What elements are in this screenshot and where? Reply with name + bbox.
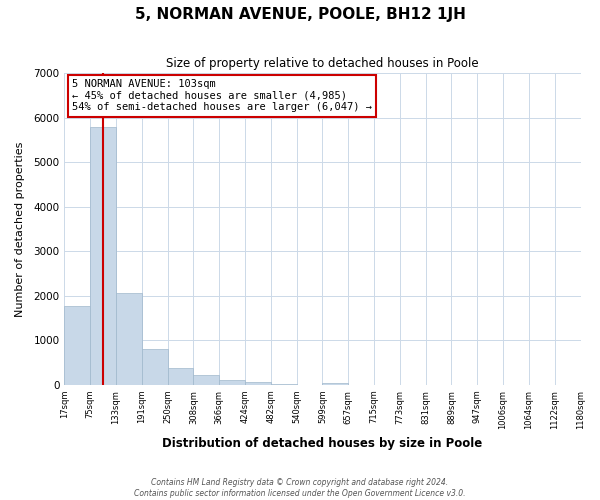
Bar bbox=[219, 380, 245, 385]
Bar bbox=[116, 293, 142, 385]
Title: Size of property relative to detached houses in Poole: Size of property relative to detached ho… bbox=[166, 58, 479, 70]
Bar bbox=[64, 306, 90, 385]
Bar bbox=[167, 368, 193, 385]
Bar bbox=[90, 128, 116, 385]
Text: Contains HM Land Registry data © Crown copyright and database right 2024.
Contai: Contains HM Land Registry data © Crown c… bbox=[134, 478, 466, 498]
X-axis label: Distribution of detached houses by size in Poole: Distribution of detached houses by size … bbox=[162, 437, 482, 450]
Bar bbox=[142, 349, 167, 385]
Text: 5, NORMAN AVENUE, POOLE, BH12 1JH: 5, NORMAN AVENUE, POOLE, BH12 1JH bbox=[134, 8, 466, 22]
Bar bbox=[322, 384, 348, 385]
Text: 5 NORMAN AVENUE: 103sqm
← 45% of detached houses are smaller (4,985)
54% of semi: 5 NORMAN AVENUE: 103sqm ← 45% of detache… bbox=[72, 80, 372, 112]
Y-axis label: Number of detached properties: Number of detached properties bbox=[15, 141, 25, 316]
Bar bbox=[271, 384, 296, 385]
Bar bbox=[245, 382, 271, 385]
Bar bbox=[193, 375, 219, 385]
